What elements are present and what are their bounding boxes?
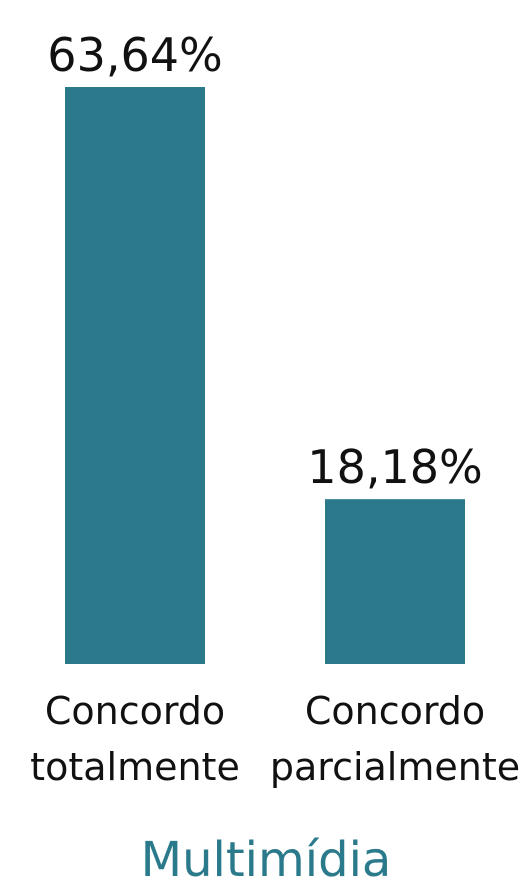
category-labels-group: Concordo totalmente Concordo parcialmente (30, 689, 520, 789)
value-label-2: 18,18% (307, 440, 482, 494)
chart-title: Multimídia (141, 832, 392, 886)
category-label-2-line-1: Concordo (305, 689, 485, 733)
category-label-2-line-2: parcialmente (270, 745, 520, 789)
category-label-1-line-2: totalmente (30, 745, 240, 789)
value-label-1: 63,64% (47, 28, 222, 82)
bar-1 (65, 87, 205, 664)
value-labels-group: 63,64% 18,18% (47, 28, 482, 494)
category-label-1-line-1: Concordo (45, 689, 225, 733)
bar-2 (325, 499, 465, 664)
bars-group (65, 87, 465, 664)
